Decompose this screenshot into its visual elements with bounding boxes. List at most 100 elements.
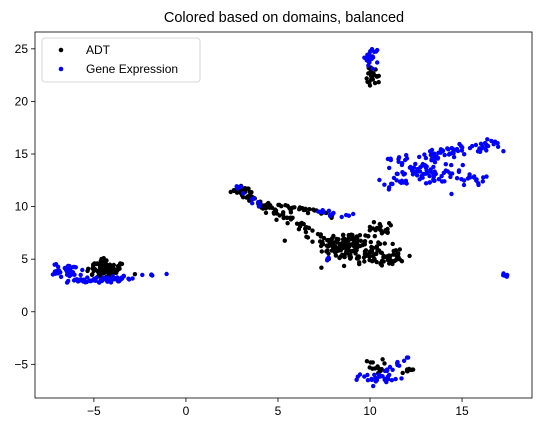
data-point	[445, 169, 450, 174]
data-point	[377, 241, 383, 247]
data-point	[112, 270, 118, 275]
data-point	[481, 175, 486, 180]
data-point	[390, 367, 395, 372]
series-adt	[85, 65, 416, 376]
data-point	[485, 137, 490, 142]
data-point	[410, 367, 416, 372]
data-point	[325, 248, 330, 253]
y-tick-label: 5	[21, 252, 28, 266]
data-point	[377, 177, 382, 183]
data-point	[449, 162, 454, 168]
data-point	[390, 241, 395, 247]
data-point	[449, 145, 454, 151]
data-point	[451, 154, 457, 160]
data-point	[325, 243, 330, 248]
data-point	[307, 207, 312, 212]
data-point	[327, 212, 333, 218]
data-point	[333, 253, 339, 258]
data-point	[401, 358, 407, 363]
data-point	[420, 161, 425, 167]
data-point	[428, 167, 433, 172]
data-point	[396, 159, 401, 164]
data-point	[234, 190, 240, 195]
data-point	[58, 274, 64, 279]
data-point	[413, 161, 418, 167]
data-point	[240, 191, 246, 196]
data-point	[93, 267, 98, 272]
y-tick-label: 25	[15, 42, 29, 56]
data-point	[338, 248, 343, 253]
x-tick-label: −5	[87, 404, 101, 418]
data-point	[440, 148, 446, 154]
data-point	[420, 175, 425, 180]
data-point	[164, 271, 169, 277]
data-point	[492, 139, 498, 144]
data-point	[149, 272, 154, 277]
data-point	[439, 174, 444, 179]
data-point	[235, 186, 240, 191]
data-point	[315, 231, 321, 237]
data-point	[411, 165, 417, 170]
chart-title: Colored based on domains, balanced	[164, 10, 404, 26]
data-point	[391, 175, 397, 181]
data-point	[367, 80, 372, 86]
data-point	[370, 77, 376, 82]
data-point	[352, 248, 357, 253]
data-point	[387, 364, 393, 370]
data-point	[326, 255, 331, 260]
data-point	[266, 201, 271, 206]
data-point	[405, 355, 411, 360]
data-point	[344, 251, 349, 256]
data-point	[108, 276, 113, 282]
data-point	[256, 204, 262, 209]
data-point	[374, 244, 380, 249]
data-point	[132, 272, 138, 277]
data-point	[388, 157, 393, 163]
data-point	[63, 265, 68, 271]
data-point	[427, 173, 432, 179]
data-point	[271, 210, 276, 215]
data-point	[101, 264, 107, 270]
data-point	[102, 270, 108, 275]
data-point	[344, 212, 349, 218]
data-point	[126, 276, 131, 281]
data-point	[505, 272, 510, 278]
data-point	[119, 276, 125, 281]
data-point	[378, 224, 383, 229]
data-point	[290, 205, 295, 210]
data-point	[365, 372, 370, 378]
y-tick-label: 15	[15, 147, 29, 161]
data-point	[228, 189, 233, 195]
data-point	[387, 165, 392, 171]
data-point	[85, 275, 90, 280]
data-point	[375, 225, 380, 231]
data-point	[326, 208, 332, 213]
data-point	[362, 55, 367, 60]
data-point	[263, 210, 269, 215]
data-point	[80, 267, 85, 273]
data-point	[375, 60, 380, 65]
data-point	[319, 265, 324, 270]
data-point	[459, 177, 464, 182]
data-point	[341, 263, 347, 269]
data-point	[472, 174, 477, 179]
data-point	[250, 196, 255, 202]
legend-marker	[58, 47, 64, 53]
legend-label: Gene Expression	[86, 62, 178, 76]
data-point	[405, 369, 410, 374]
data-point	[362, 240, 367, 245]
data-point	[365, 378, 371, 383]
data-point	[94, 275, 99, 280]
data-point	[368, 49, 373, 54]
data-point	[277, 213, 282, 218]
data-point	[83, 280, 88, 285]
data-point	[312, 208, 317, 213]
data-point	[421, 171, 426, 177]
data-point	[371, 220, 377, 225]
data-point	[372, 80, 378, 86]
data-point	[331, 247, 337, 252]
data-point	[344, 238, 349, 243]
x-tick-label: 0	[183, 404, 190, 418]
data-point	[456, 168, 462, 173]
data-point	[340, 233, 346, 238]
